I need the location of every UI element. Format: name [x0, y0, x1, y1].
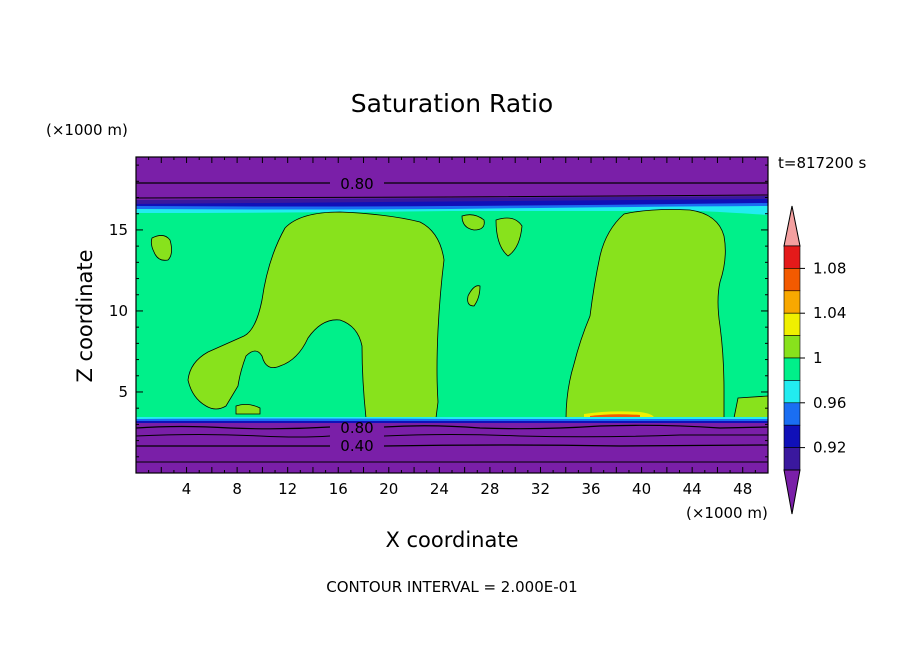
x-tick-label: 32: [531, 480, 550, 498]
chart-title: Saturation Ratio: [351, 89, 553, 118]
y-tick-label: 5: [118, 383, 128, 401]
x-tick-label: 44: [683, 480, 702, 498]
x-tick-label: 24: [430, 480, 449, 498]
colorbar-swatch: [783, 402, 801, 426]
colorbar-swatch: [783, 357, 801, 381]
y-unit-label: (×1000 m): [46, 121, 128, 139]
colorbar-swatch: [783, 380, 801, 404]
plume-left: [187, 211, 445, 419]
y-tick-label: 15: [109, 221, 128, 239]
x-tick-label: 28: [480, 480, 499, 498]
time-label: t=817200 s: [778, 154, 866, 172]
colorbar-swatch: [783, 447, 801, 471]
x-unit-label: (×1000 m): [686, 504, 768, 522]
colorbar-label: 1: [813, 349, 823, 367]
cloud-blob-1: [461, 214, 485, 231]
x-tick-label: 20: [379, 480, 398, 498]
colorbar-swatch: [783, 245, 801, 269]
cloud-blob-3: [467, 285, 481, 307]
upper-transition-cyan: [136, 206, 768, 215]
cloud-blob-2: [495, 217, 523, 257]
upper-transition-light: [136, 203, 768, 211]
x-axis-label: X coordinate: [385, 528, 518, 552]
colorbar-label: 0.96: [813, 394, 846, 412]
colorbar-label: 0.92: [813, 439, 846, 457]
colorbar-swatch: [783, 335, 801, 359]
contour-interval-footer: CONTOUR INTERVAL = 2.000E-01: [326, 578, 577, 596]
colorbar-swatch: [783, 424, 801, 448]
plume-right: [565, 209, 726, 420]
y-tick-label: 10: [109, 302, 128, 320]
y-axis-label: Z coordinate: [73, 249, 97, 382]
plot-field: 0.80 0.80 0.40: [136, 157, 768, 473]
contour-label-upper: 0.80: [340, 175, 373, 193]
upper-dry-band: [136, 157, 768, 201]
contour-upper-lower: [136, 194, 768, 199]
colorbar-swatch: [783, 290, 801, 314]
left-edge-green: [150, 235, 172, 261]
x-tick-label: 36: [581, 480, 600, 498]
contour-080-lower: [136, 424, 768, 430]
contour-060: [136, 434, 768, 438]
colorbar-swatch: [783, 268, 801, 292]
cloud-blob-4: [733, 395, 768, 419]
contour-label-low: 0.40: [340, 437, 373, 455]
colorbar-min-triangle: [783, 469, 801, 515]
x-tick-label: 40: [632, 480, 651, 498]
lower-dry-band: [136, 423, 768, 473]
cloud-blob-5: [235, 404, 261, 415]
colorbar-max-triangle: [783, 205, 801, 247]
colorbar: 0.92 0.96 1 1.04 1.08: [783, 205, 846, 515]
colorbar-label: 1.04: [813, 304, 846, 322]
x-tick-label: 8: [232, 480, 242, 498]
colorbar-label: 1.08: [813, 259, 846, 277]
colorbar-swatch: [783, 312, 801, 336]
x-tick-label: 4: [182, 480, 192, 498]
x-tick-label: 16: [329, 480, 348, 498]
x-tick-label: 48: [733, 480, 752, 498]
contour-label-mid: 0.80: [340, 419, 373, 437]
contour-040: [136, 444, 768, 447]
x-tick-label: 12: [278, 480, 297, 498]
